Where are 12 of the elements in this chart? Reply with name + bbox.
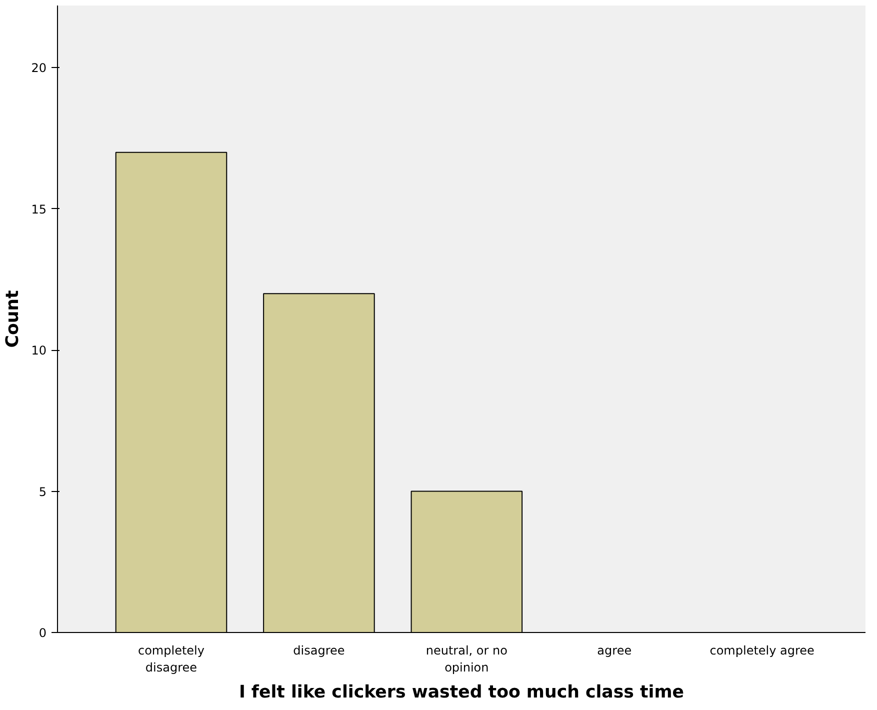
x-axis-title: I felt like clickers wasted too much class time <box>238 682 684 702</box>
x-tick-label: neutral, or no opinion <box>426 644 508 674</box>
y-tick-label: 20 <box>31 61 47 76</box>
x-tick-label: disagree <box>293 644 345 658</box>
y-tick-label: 10 <box>31 344 47 358</box>
x-tick-label: completely agree <box>710 644 814 658</box>
y-tick-label: 5 <box>38 484 47 499</box>
y-tick-label: 15 <box>31 202 47 216</box>
y-tick-label: 0 <box>38 626 47 640</box>
x-tick-label: completely disagree <box>138 644 204 674</box>
y-axis-title: Count <box>3 290 24 348</box>
x-tick-label: agree <box>597 644 632 658</box>
